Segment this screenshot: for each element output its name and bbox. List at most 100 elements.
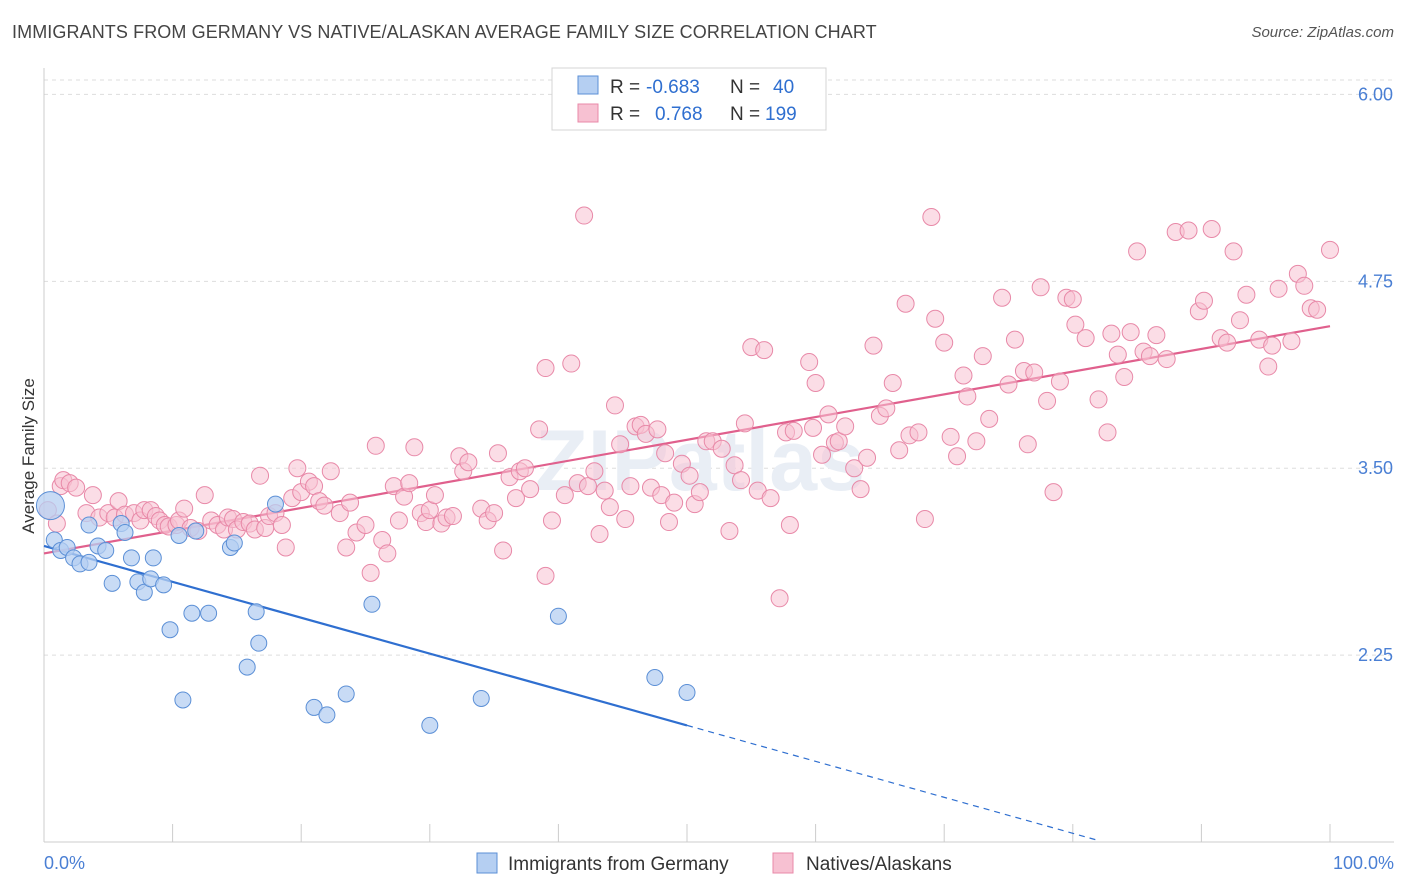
data-point-germany-13 [122,549,140,567]
data-point-natives-43 [288,459,307,478]
data-point-natives-76 [485,504,504,523]
y-tick-label-1: 3.50 [1358,458,1393,478]
data-point-germany-19 [161,621,179,639]
grid-lines [44,79,1394,656]
data-point-natives-73 [459,453,478,472]
data-point-germany-10 [103,574,121,592]
data-point-natives-177 [1115,368,1134,387]
data-point-natives-147 [909,423,928,442]
data-point-natives-170 [1063,290,1082,309]
data-point-germany-27 [238,658,256,676]
data-point-natives-70 [443,507,462,526]
y-tick-labels: 2.25 3.50 4.75 6.00 [1358,84,1393,665]
data-point-germany-31 [305,698,323,716]
data-point-natives-172 [1076,329,1095,348]
data-point-natives-41 [276,538,295,557]
data-point-natives-111 [680,466,699,485]
data-point-natives-48 [315,496,334,515]
data-point-natives-203 [1321,240,1339,259]
data-point-natives-178 [1121,323,1140,342]
data-point-natives-157 [973,347,992,366]
data-point-germany-28 [247,603,265,621]
data-point-natives-197 [1269,279,1288,298]
data-point-germany-24 [200,604,218,622]
data-point-natives-175 [1102,324,1121,343]
trend-line-immigrants-germany-extension [686,724,1099,842]
data-point-natives-158 [980,409,999,428]
data-point-natives-118 [725,456,744,475]
data-point-natives-139 [858,448,877,467]
data-point-natives-191 [1224,242,1243,261]
y-tick-label-3: 6.00 [1358,84,1393,104]
data-point-natives-62 [400,474,419,493]
data-point-germany-35 [421,716,439,734]
chart-title: IMMIGRANTS FROM GERMANY VS NATIVE/ALASKA… [12,22,877,42]
data-point-natives-117 [720,522,739,541]
data-point-natives-137 [845,459,864,478]
data-point-natives-66 [420,501,439,520]
data-point-natives-78 [494,541,513,560]
legend-r-label-1: R = [610,77,640,98]
data-point-natives-192 [1230,311,1249,330]
data-point-natives-67 [425,486,444,505]
data-point-natives-97 [605,396,624,415]
data-point-natives-183 [1157,350,1176,369]
data-point-natives-133 [819,405,838,424]
data-point-natives-46 [305,477,324,496]
data-point-natives-60 [389,511,408,530]
data-point-natives-128 [784,421,803,440]
data-point-natives-56 [366,436,385,455]
data-point-germany-36 [472,689,490,707]
data-point-natives-165 [1031,278,1050,297]
legend-r-label-2: R = [610,104,640,125]
data-point-natives-156 [967,432,986,451]
data-point-natives-54 [356,516,375,535]
data-point-natives-149 [922,208,941,227]
data-point-natives-171 [1066,315,1085,334]
data-point-natives-144 [890,441,909,460]
y-tick-label-0: 2.25 [1358,645,1393,665]
data-point-germany-9 [97,541,115,559]
data-point-natives-77 [488,444,507,463]
data-point-natives-107 [656,444,675,463]
data-point-germany-33 [337,685,355,703]
bottom-legend-label-pink: Natives/Alaskans [806,854,952,875]
data-point-natives-187 [1194,291,1213,310]
data-point-natives-132 [813,445,832,464]
data-point-germany-12 [116,524,134,542]
y-tick-label-2: 4.75 [1358,271,1393,291]
data-point-natives-151 [935,333,954,352]
data-point-natives-108 [659,513,678,532]
data-point-natives-86 [542,511,561,530]
legend-n-label-2: N = [730,104,760,125]
data-point-natives-94 [590,525,609,543]
data-point-natives-92 [578,477,597,496]
data-point-germany-37 [549,607,567,625]
data-point-germany-30 [266,495,284,513]
data-point-natives-131 [806,373,825,392]
data-point-natives-143 [883,373,902,392]
data-point-natives-155 [958,387,977,406]
legend-box: R = -0.683 N = 40 R = 0.768 N = 199 [551,67,827,131]
legend-n-value-2: 199 [765,104,797,125]
data-point-natives-181 [1140,347,1159,366]
data-point-natives-124 [761,489,780,508]
data-point-natives-26 [195,486,214,505]
legend-swatch-pink [577,103,599,123]
data-point-natives-93 [585,462,604,481]
data-point-natives-84 [530,420,549,439]
data-point-germany-22 [183,604,201,622]
data-point-natives-138 [851,480,870,499]
bottom-legend-swatch-blue [476,852,498,874]
data-point-natives-80 [506,489,525,508]
data-point-natives-190 [1218,333,1237,352]
data-point-natives-154 [954,366,973,385]
data-point-natives-160 [999,375,1018,394]
data-point-natives-176 [1108,345,1127,364]
data-point-natives-196 [1263,336,1282,355]
data-point-natives-150 [926,309,945,328]
trend-line-natives-alaskans [43,325,1331,555]
data-point-germany-39 [678,683,696,701]
data-point-natives-87 [536,359,555,378]
